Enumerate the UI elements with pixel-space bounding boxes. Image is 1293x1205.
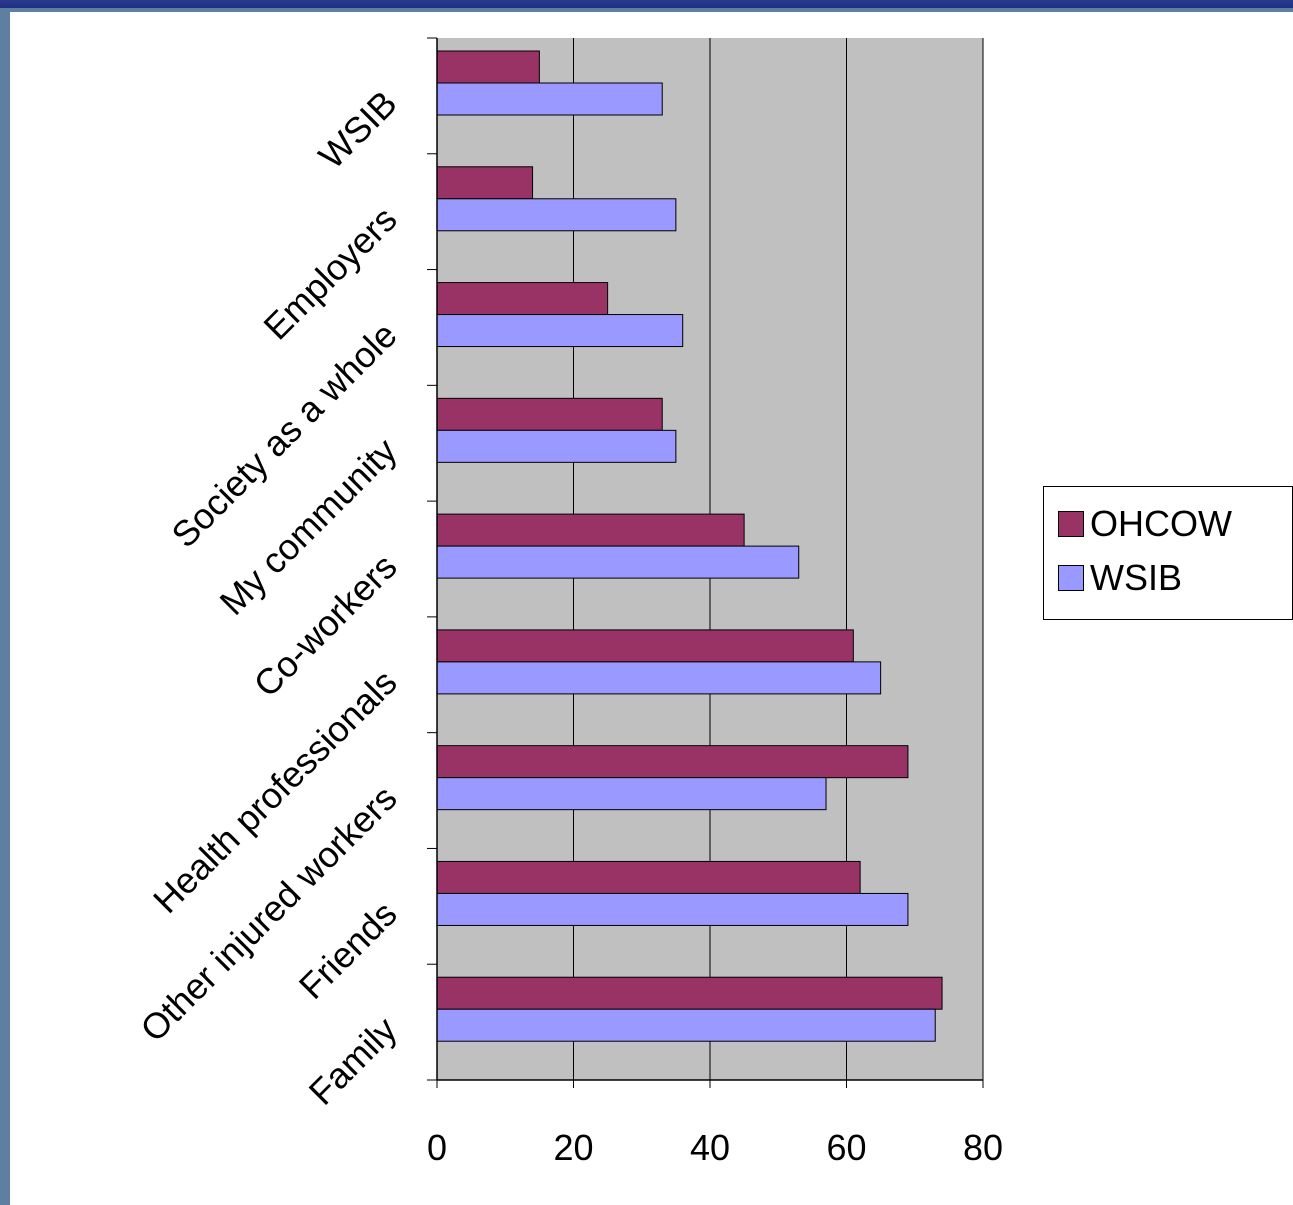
bar-wsib-my-community (436, 429, 677, 463)
x-tick-label: 0 (427, 1127, 447, 1168)
bar-wsib-other-injured-workers (436, 777, 827, 811)
x-tick-label: 40 (690, 1127, 730, 1168)
legend-item-ohcow: OHCOW (1058, 499, 1232, 549)
x-tick-label: 20 (553, 1127, 593, 1168)
legend-label-ohcow: OHCOW (1090, 503, 1232, 544)
bar-wsib-co-workers (436, 545, 800, 579)
category-label: WSIB (311, 83, 405, 177)
bar-wsib-friends (436, 892, 909, 926)
legend-label-wsib: WSIB (1090, 557, 1183, 598)
category-label: Family (301, 1009, 405, 1113)
bar-wsib-health-professionals (436, 661, 882, 695)
bar-ohcow-friends (436, 860, 861, 894)
bar-ohcow-society-as-a-whole (436, 282, 609, 316)
bar-ohcow-wsib (436, 50, 540, 84)
bar-ohcow-other-injured-workers (436, 745, 909, 779)
legend-item-wsib: WSIB (1058, 553, 1182, 603)
legend: OHCOW WSIB (1043, 486, 1293, 620)
bar-ohcow-my-community (436, 397, 663, 431)
legend-swatch-ohcow (1058, 511, 1084, 537)
x-tick-label: 60 (826, 1127, 866, 1168)
category-label: Friends (291, 893, 405, 1007)
bar-wsib-wsib (436, 82, 663, 116)
bar-wsib-society-as-a-whole (436, 314, 684, 348)
bar-ohcow-co-workers (436, 513, 745, 547)
bar-ohcow-health-professionals (436, 629, 854, 663)
legend-swatch-wsib (1058, 565, 1084, 591)
bar-ohcow-family (436, 976, 943, 1010)
bar-ohcow-employers (436, 166, 534, 200)
bar-wsib-employers (436, 198, 677, 232)
category-label: Society as a whole (163, 314, 404, 555)
bars (436, 50, 943, 1042)
x-tick-label: 80 (963, 1127, 1003, 1168)
bar-wsib-family (436, 1008, 936, 1042)
x-tick-labels: 0 20 40 60 80 (427, 1080, 1003, 1168)
